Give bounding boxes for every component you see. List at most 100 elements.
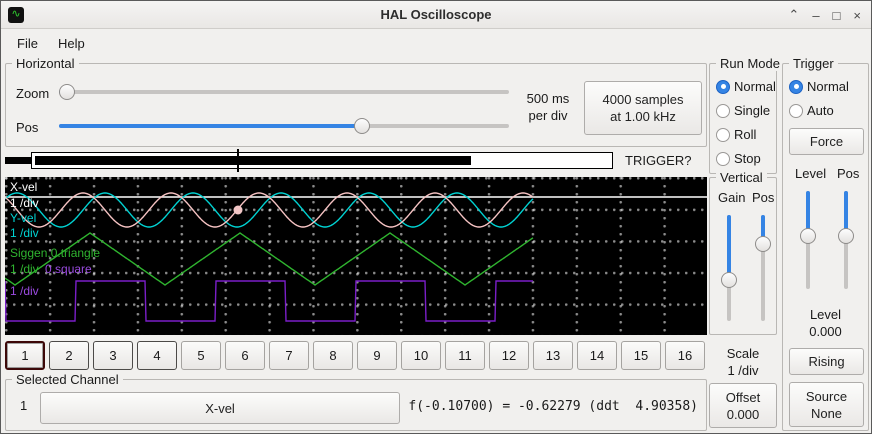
radio-icon bbox=[716, 151, 730, 166]
trigger-pos-slider-fill bbox=[844, 191, 848, 242]
channel-button-11[interactable]: 11 bbox=[445, 341, 485, 370]
vertical-group-title: Vertical bbox=[716, 170, 767, 185]
title-bar: ∿ HAL Oscilloscope ⌃ – □ × bbox=[1, 1, 871, 29]
trigger-pos-label: Pos bbox=[837, 166, 860, 181]
menu-help[interactable]: Help bbox=[57, 36, 85, 51]
trigger-level-label: Level bbox=[795, 166, 827, 181]
channel-button-5[interactable]: 5 bbox=[181, 341, 221, 370]
trigger-normal-label: Normal bbox=[807, 79, 849, 94]
timebase-per-div: 500 ms bbox=[526, 91, 570, 106]
pos-label: Pos bbox=[16, 120, 39, 135]
pos-slider-handle[interactable] bbox=[354, 118, 370, 134]
channel-button-6[interactable]: 6 bbox=[225, 341, 265, 370]
scope-label-ch4-scale: 1 /div bbox=[10, 284, 39, 298]
offset-button[interactable]: Offset 0.000 bbox=[709, 383, 777, 428]
channel-button-1[interactable]: 1 bbox=[5, 341, 45, 370]
menu-file[interactable]: File bbox=[17, 36, 38, 51]
trigger-level-readout: Level 0.000 bbox=[783, 306, 868, 340]
trigger-status-label: TRIGGER? bbox=[625, 153, 692, 168]
vertical-gain-slider[interactable] bbox=[720, 208, 738, 328]
channel-button-8[interactable]: 8 bbox=[313, 341, 353, 370]
scope-label-ch4-name: 0.square bbox=[45, 262, 92, 276]
gain-slider-handle[interactable] bbox=[721, 272, 737, 288]
horizontal-group: Horizontal Zoom Pos 500 ms per div 4000 … bbox=[5, 56, 707, 147]
selected-channel-name-button[interactable]: X-vel bbox=[40, 392, 400, 424]
run-mode-single-label: Single bbox=[734, 103, 771, 118]
radio-selected-icon bbox=[716, 79, 730, 94]
trigger-group-title: Trigger bbox=[789, 56, 838, 71]
trigger-position-marker bbox=[237, 149, 239, 172]
window-title: HAL Oscilloscope bbox=[380, 7, 492, 22]
pos-slider-fill bbox=[59, 124, 362, 128]
run-mode-single-radio[interactable]: Single bbox=[716, 102, 770, 119]
trigger-level-value: 0.000 bbox=[809, 324, 842, 339]
radio-icon bbox=[716, 103, 730, 118]
gain-slider-fill bbox=[727, 215, 731, 286]
minimize-icon[interactable]: – bbox=[812, 7, 820, 23]
run-mode-group-title: Run Mode bbox=[716, 56, 784, 71]
channel-button-2[interactable]: 2 bbox=[49, 341, 89, 370]
selected-channel-group: Selected Channel 1 X-vel f(-0.10700) = -… bbox=[5, 372, 707, 431]
scope-label-ch3-name: Siggen.0.triangle bbox=[10, 246, 101, 260]
timebase-per-div-caption: per div bbox=[528, 108, 568, 123]
horizontal-group-title: Horizontal bbox=[12, 56, 79, 71]
trigger-auto-radio[interactable]: Auto bbox=[789, 102, 834, 119]
capture-window-outline bbox=[31, 152, 613, 169]
scope-label-ch1-name: X-vel bbox=[10, 180, 38, 194]
radio-selected-icon bbox=[789, 79, 803, 94]
scope-label-ch2-name: Y-vel bbox=[10, 211, 37, 225]
close-icon[interactable]: × bbox=[853, 7, 861, 23]
channel-button-7[interactable]: 7 bbox=[269, 341, 309, 370]
capture-buffer-fill bbox=[35, 156, 471, 165]
trigger-source-button[interactable]: Source None bbox=[789, 382, 864, 427]
run-mode-stop-radio[interactable]: Stop bbox=[716, 150, 761, 167]
channel-button-12[interactable]: 12 bbox=[489, 341, 529, 370]
zoom-slider-groove bbox=[59, 90, 509, 94]
zoom-slider[interactable] bbox=[52, 83, 516, 101]
channel-button-16[interactable]: 16 bbox=[665, 341, 705, 370]
scale-readout: Scale 1 /div bbox=[709, 345, 777, 379]
vertical-group: Vertical Gain Pos bbox=[709, 170, 777, 335]
trigger-level-caption: Level bbox=[809, 307, 842, 322]
zoom-label: Zoom bbox=[16, 86, 50, 101]
vertical-pos-slider-fill bbox=[761, 215, 765, 250]
trigger-auto-label: Auto bbox=[807, 103, 834, 118]
run-mode-normal-label: Normal bbox=[734, 79, 776, 94]
selected-channel-group-title: Selected Channel bbox=[12, 372, 123, 387]
trigger-normal-radio[interactable]: Normal bbox=[789, 78, 849, 95]
offset-value: 0.000 bbox=[726, 406, 760, 422]
trigger-edge-button[interactable]: Rising bbox=[789, 348, 864, 375]
app-icon: ∿ bbox=[8, 7, 24, 23]
vertical-pos-slider-groove bbox=[761, 215, 765, 321]
waveform-svg bbox=[5, 192, 707, 322]
channel-button-9[interactable]: 9 bbox=[357, 341, 397, 370]
channel-value-readout: f(-0.10700) = -0.62279 (ddt 4.90358) bbox=[408, 399, 698, 414]
radio-icon bbox=[716, 127, 730, 142]
buffer-bar-left-segment bbox=[5, 157, 32, 164]
scope-display: X-vel 1 /div Y-vel 1 /div Siggen.0.trian… bbox=[5, 177, 707, 335]
vertical-pos-slider[interactable] bbox=[754, 208, 772, 328]
selected-channel-number: 1 bbox=[20, 398, 28, 413]
run-mode-normal-radio[interactable]: Normal bbox=[716, 78, 776, 95]
trigger-level-slider[interactable] bbox=[799, 184, 817, 296]
maximize-icon[interactable]: □ bbox=[832, 7, 841, 23]
trigger-pos-slider-handle[interactable] bbox=[838, 228, 854, 244]
trigger-level-slider-handle[interactable] bbox=[800, 228, 816, 244]
zoom-slider-handle[interactable] bbox=[59, 84, 75, 100]
channel-button-3[interactable]: 3 bbox=[93, 341, 133, 370]
force-button[interactable]: Force bbox=[789, 128, 864, 155]
channel-button-4[interactable]: 4 bbox=[137, 341, 177, 370]
scope-label-ch2-scale: 1 /div bbox=[10, 226, 39, 240]
vertical-pos-slider-handle[interactable] bbox=[755, 236, 771, 252]
trigger-pos-slider[interactable] bbox=[837, 184, 855, 296]
shade-icon[interactable]: ⌃ bbox=[788, 7, 800, 22]
run-mode-roll-radio[interactable]: Roll bbox=[716, 126, 756, 143]
channel-button-14[interactable]: 14 bbox=[577, 341, 617, 370]
channel-button-10[interactable]: 10 bbox=[401, 341, 441, 370]
channel-button-15[interactable]: 15 bbox=[621, 341, 661, 370]
channel-button-13[interactable]: 13 bbox=[533, 341, 573, 370]
horizontal-pos-slider[interactable] bbox=[52, 117, 516, 135]
scale-value: 1 /div bbox=[727, 363, 759, 378]
record-length-button[interactable]: 4000 samples at 1.00 kHz bbox=[584, 81, 702, 135]
